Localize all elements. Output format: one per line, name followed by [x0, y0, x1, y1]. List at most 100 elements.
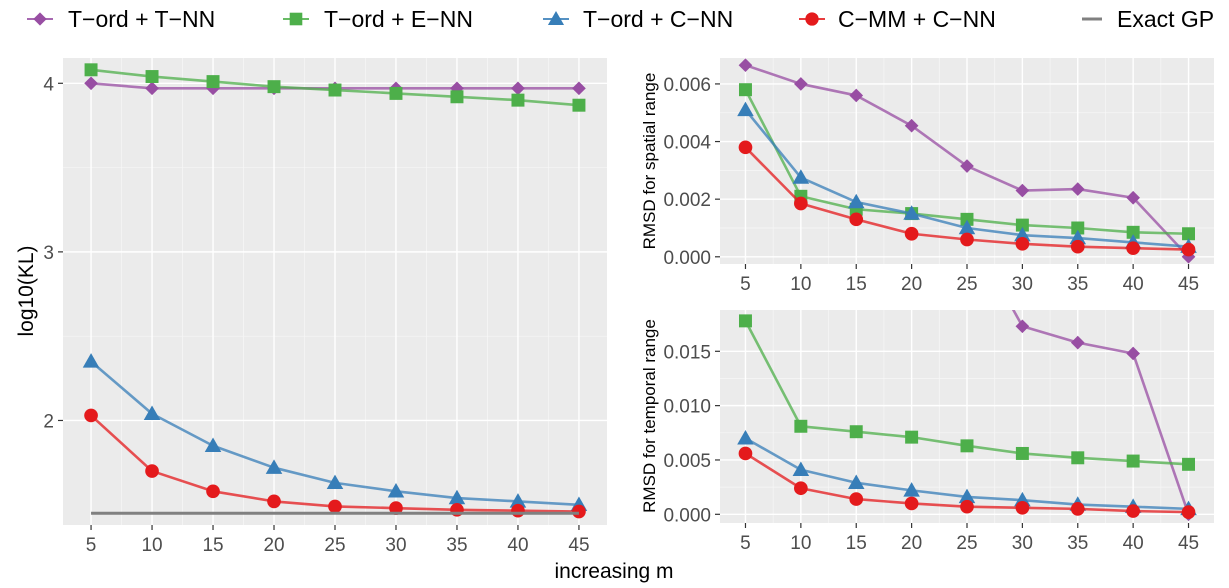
data-point [389, 501, 403, 515]
data-point [511, 93, 525, 107]
y-tick-label: 2 [43, 411, 54, 432]
data-point [737, 101, 754, 117]
legend: T−ord + T−NN T−ord + E−NN T−ord + C−NN C−MM… [27, 6, 1214, 32]
x-tick-label: 35 [1067, 274, 1088, 295]
data-point [1181, 242, 1196, 257]
data-point [738, 58, 753, 73]
data-point [847, 193, 865, 209]
data-point [1015, 446, 1029, 460]
y-tick-label: 0.015 [663, 342, 711, 363]
data-marks [82, 63, 588, 519]
x-tick-label: 10 [790, 533, 811, 554]
legend-label: Exact GP [1117, 6, 1214, 32]
data-point [794, 196, 808, 211]
x-tick-label: 5 [86, 535, 97, 556]
data-point [450, 90, 464, 104]
legend-item: C−MM + C−NN [799, 6, 996, 32]
y-tick-label: 0.000 [663, 505, 711, 526]
data-point [509, 493, 527, 508]
x-tick-label: 35 [1067, 533, 1088, 554]
data-point [1181, 505, 1196, 519]
series-circle [738, 140, 1196, 257]
data-point [1070, 182, 1085, 196]
legend-label: T−ord + T−NN [68, 6, 215, 32]
data-point [792, 461, 810, 476]
data-marks [737, 58, 1197, 264]
data-point [206, 75, 220, 89]
data-point [904, 226, 919, 241]
y-tick-label: 0.000 [663, 248, 711, 269]
data-point [84, 408, 98, 423]
data-point [738, 446, 753, 461]
legend-marker-key [289, 12, 303, 26]
gridlines [63, 58, 607, 525]
x-tick-label: 15 [202, 535, 223, 556]
panel-rmsd-temporal: 5 10 15 20 25 30 35 40 45 0.000 0.005 0.010 0.015 RM… [640, 310, 1214, 554]
x-tick-label: 40 [1123, 533, 1144, 554]
axes: 5 10 15 20 25 30 35 40 45 0.000 0.002 0.004 0.006 [663, 75, 1199, 295]
y-tick-label: 0.004 [663, 133, 711, 154]
data-point [849, 492, 864, 506]
data-point [511, 503, 525, 518]
series-square [84, 63, 586, 112]
data-point [326, 474, 344, 490]
data-point [1071, 451, 1085, 465]
data-point [206, 484, 220, 499]
legend-item: T−ord + T−NN [27, 6, 215, 32]
y-tick-label: 4 [43, 74, 54, 95]
x-tick-label: 35 [446, 535, 467, 556]
data-point [204, 437, 222, 452]
data-point [1070, 239, 1085, 254]
legend-label: T−ord + C−NN [583, 6, 733, 32]
x-tick-label: 5 [740, 533, 751, 554]
data-point [958, 219, 976, 235]
x-tick-label: 45 [1178, 274, 1199, 295]
data-point [849, 88, 864, 103]
data-point [1015, 183, 1030, 198]
data-point [960, 159, 974, 173]
data-point [84, 63, 98, 77]
data-point [960, 212, 974, 226]
data-point [84, 76, 98, 91]
legend-marker-key [805, 12, 819, 26]
data-point [960, 499, 974, 514]
data-point [1126, 241, 1140, 255]
x-tick-label: 10 [790, 274, 811, 295]
x-tick-label: 25 [324, 535, 345, 556]
x-tick-label: 45 [1178, 533, 1199, 554]
legend-item: T−ord + E−NN [283, 6, 473, 32]
data-point [1015, 319, 1030, 334]
data-point [849, 425, 863, 439]
data-point [1126, 454, 1140, 468]
data-point [958, 488, 976, 504]
data-point [738, 140, 753, 155]
data-point [511, 81, 525, 96]
series-diamond [738, 58, 1196, 264]
x-tick-label: 40 [1123, 274, 1144, 295]
data-point [794, 419, 808, 433]
data-point [143, 405, 161, 420]
y-axis-title: log10(KL) [15, 245, 38, 336]
data-point [903, 205, 920, 220]
x-tick-label: 40 [507, 535, 528, 556]
data-point [792, 169, 810, 184]
data-point [1015, 236, 1030, 251]
panel-rmsd-spatial: 5 10 15 20 25 30 35 40 45 0.000 0.002 0.004 0.006 RM… [640, 58, 1214, 295]
data-point [265, 459, 283, 474]
data-point [794, 481, 808, 496]
data-point [572, 81, 586, 96]
axes: 5 10 15 20 25 30 35 40 45 0.000 0.005 0.010 0.015 [663, 342, 1199, 554]
data-point [145, 464, 159, 478]
y-tick-label: 0.010 [663, 397, 711, 418]
x-tick-label: 30 [1012, 274, 1033, 295]
data-point [328, 499, 342, 514]
data-point [1126, 225, 1140, 239]
series-circle [738, 446, 1196, 519]
data-point [1069, 229, 1087, 245]
data-point [904, 118, 919, 133]
data-point [206, 81, 220, 96]
data-point [903, 482, 920, 497]
x-tick-label: 25 [956, 274, 977, 295]
x-tick-label: 20 [901, 274, 922, 295]
panel-log10-kl: 5 10 15 20 25 30 35 40 45 2 3 4 log10(KL) [15, 58, 607, 556]
